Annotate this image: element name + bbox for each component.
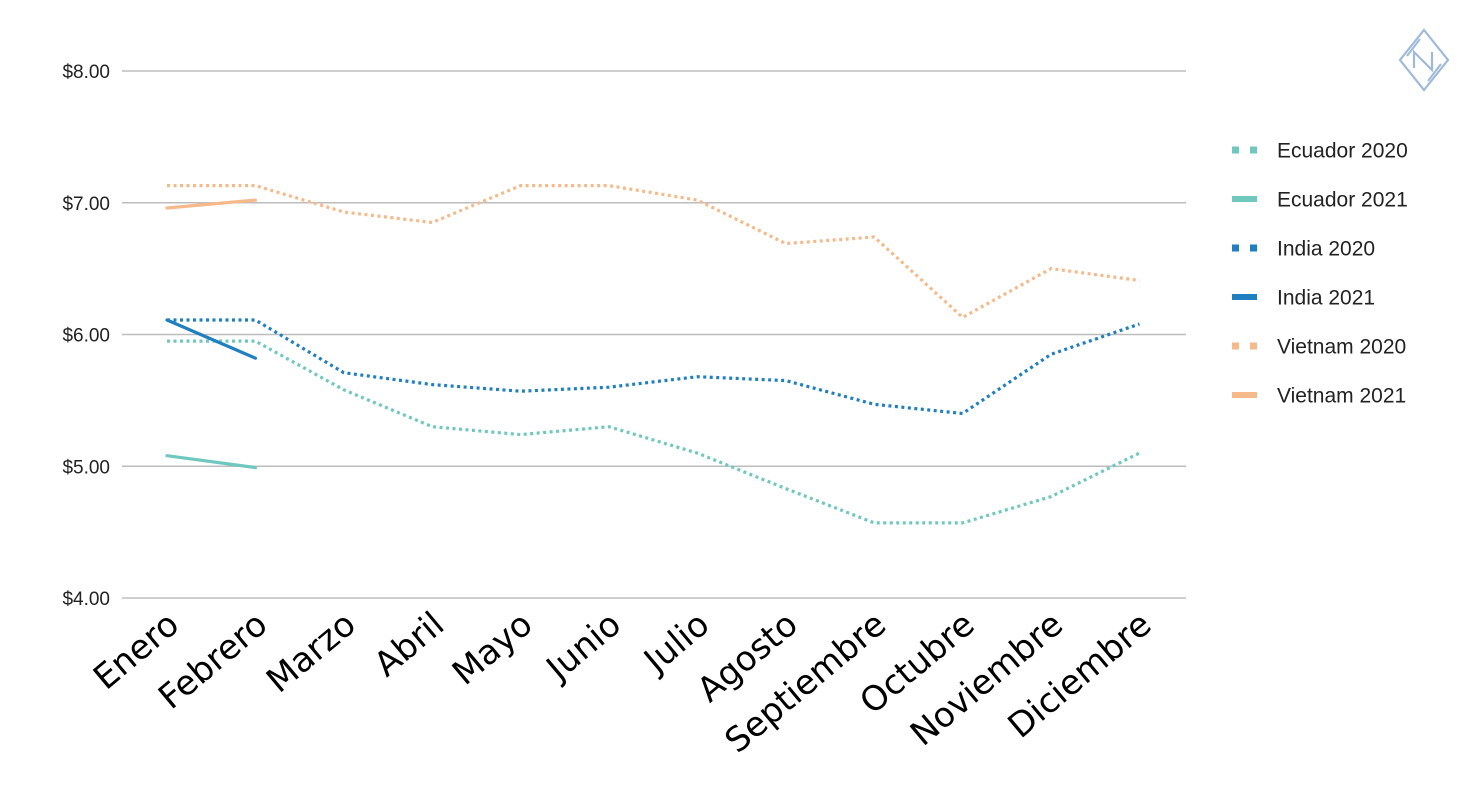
y-tick-label: $4.00 [62,589,110,610]
legend-label: India 2021 [1277,287,1375,310]
series-line-vietnam-2020 [167,184,1140,319]
legend-item: Vietnam 2021 [1232,385,1406,408]
legend-swatch-dotted [1232,244,1239,252]
y-tick-label: $5.00 [62,457,110,478]
legend-label: Vietnam 2020 [1277,336,1406,359]
series-line-india-2020 [167,318,1140,416]
x-tick-label: Abril [367,604,452,685]
grid-lines [122,70,1186,599]
legend-item: Ecuador 2021 [1232,189,1408,212]
legend-label: Ecuador 2020 [1277,140,1408,163]
legend-swatch-solid [1232,392,1257,398]
legend-item: India 2020 [1232,238,1375,261]
legend-item: Vietnam 2020 [1232,336,1406,359]
x-tick-label: Marzo [259,604,363,701]
legend-swatch-dotted [1250,342,1257,350]
series-line-ecuador-2020 [167,339,1141,525]
legend-label: Ecuador 2021 [1277,189,1408,212]
legend-item: Ecuador 2020 [1232,140,1408,163]
legend-swatch-solid [1232,196,1257,202]
legend-swatch-dotted [1232,146,1239,154]
legend-swatch-dotted [1250,244,1257,252]
legend-swatch-solid [1232,294,1257,300]
series-lines [165,184,1141,525]
legend-label: Vietnam 2021 [1277,385,1406,408]
y-axis-tick-labels: $4.00 $5.00 $6.00 $7.00 $8.00 [62,62,110,610]
legend-swatch-dotted [1232,342,1239,350]
x-tick-label: Junio [538,604,629,690]
y-tick-label: $8.00 [62,62,110,83]
y-tick-label: $6.00 [62,326,110,347]
x-tick-label: Mayo [445,604,540,693]
series-line-india-2021 [165,318,257,360]
legend-item: India 2021 [1232,287,1375,310]
logo-icon [1398,28,1450,92]
series-line-vietnam-2021 [165,198,257,210]
legend: Ecuador 2020 Ecuador 2021 India 2020 India … [1232,140,1408,408]
legend-label: India 2020 [1277,238,1375,261]
y-tick-label: $7.00 [62,194,110,215]
legend-swatch-dotted [1250,146,1257,154]
series-line-ecuador-2021 [165,454,257,470]
